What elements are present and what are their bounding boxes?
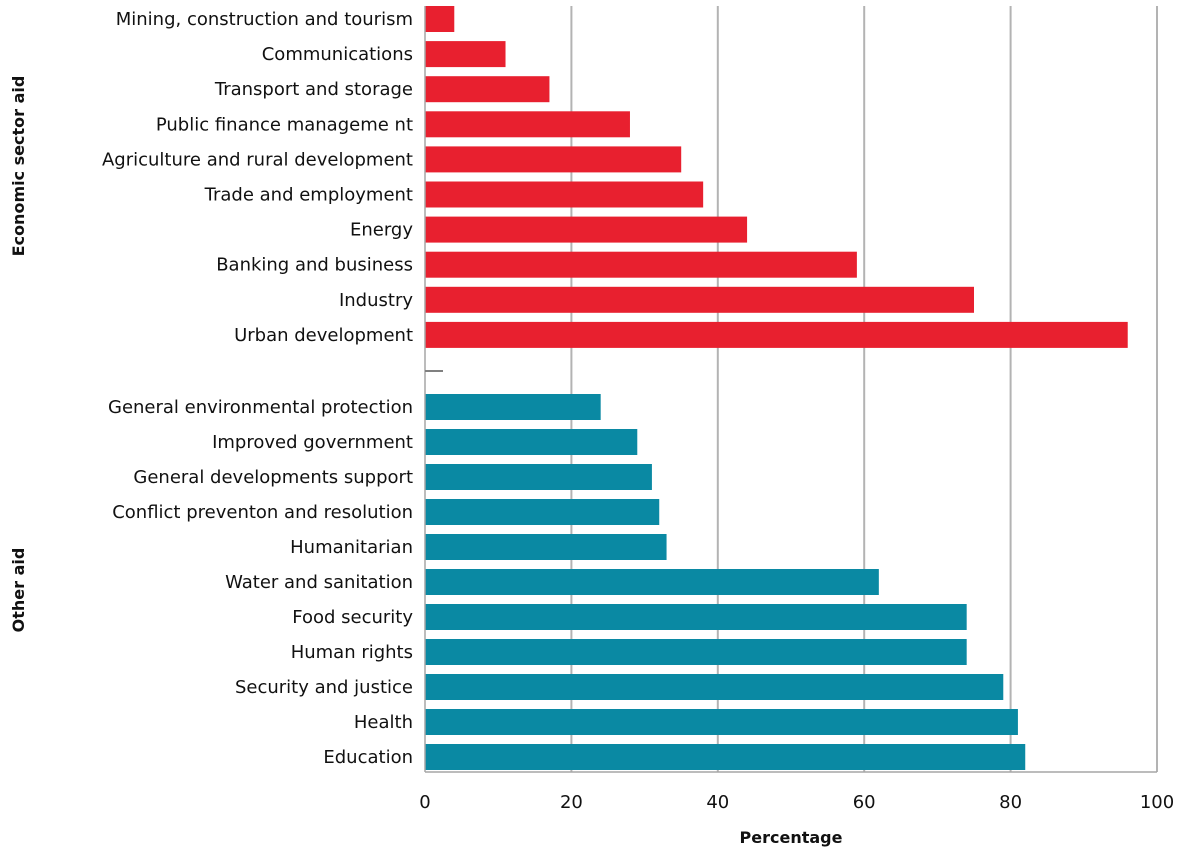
category-label: Trade and employment <box>204 185 413 206</box>
x-tick-label: 60 <box>853 792 876 813</box>
bar <box>425 251 857 278</box>
category-label: Human rights <box>291 642 413 663</box>
category-label: General developments support <box>133 467 413 488</box>
bars <box>425 6 1128 770</box>
x-tick-label: 80 <box>999 792 1022 813</box>
category-label: Urban development <box>234 325 413 346</box>
category-label: Transport and storage <box>214 79 413 100</box>
bar <box>425 674 1004 700</box>
category-label: Banking and business <box>216 255 413 276</box>
bar <box>425 216 748 243</box>
bar <box>425 76 550 103</box>
x-axis-title: Percentage <box>740 828 843 847</box>
bar <box>425 394 601 420</box>
category-label: Agriculture and rural development <box>102 149 413 170</box>
x-tick-label: 40 <box>706 792 729 813</box>
category-label: Mining, construction and tourism <box>116 9 413 30</box>
category-label: Health <box>354 712 413 733</box>
category-label: Industry <box>339 290 413 311</box>
x-tick-label: 20 <box>560 792 583 813</box>
bar <box>425 569 879 595</box>
category-label: Food security <box>292 607 413 628</box>
bar <box>425 534 667 560</box>
category-label: Public finance manageme nt <box>156 114 413 135</box>
category-label: Conflict preventon and resolution <box>112 502 413 523</box>
category-label: Humanitarian <box>290 537 413 558</box>
tick-labels: 0 20 40 60 80 100 <box>419 792 1174 813</box>
x-tick-label: 100 <box>1140 792 1174 813</box>
category-label: General environmental protection <box>108 397 413 418</box>
axes <box>424 6 1157 773</box>
bar <box>425 639 967 665</box>
category-label: Communications <box>262 44 413 65</box>
bar <box>425 111 630 138</box>
bar <box>425 6 455 32</box>
bar <box>425 499 660 525</box>
bar <box>425 286 974 313</box>
category-label: Water and sanitation <box>225 572 413 593</box>
bar <box>425 321 1128 348</box>
bar <box>425 709 1018 735</box>
category-labels: Mining, construction and tourism Communic… <box>102 9 413 768</box>
x-tick-label: 0 <box>419 792 430 813</box>
bar <box>425 464 652 490</box>
bar <box>425 429 638 455</box>
bar <box>425 146 682 173</box>
category-label: Security and justice <box>235 677 413 698</box>
group-title-economic: Economic sector aid <box>9 76 28 257</box>
category-label: Education <box>323 747 413 768</box>
bar <box>425 744 1026 770</box>
category-label: Improved government <box>212 432 413 453</box>
bar <box>425 41 506 68</box>
category-label: Energy <box>350 220 413 241</box>
bar <box>425 181 704 208</box>
bar <box>425 604 967 630</box>
group-title-other: Other aid <box>9 548 28 633</box>
